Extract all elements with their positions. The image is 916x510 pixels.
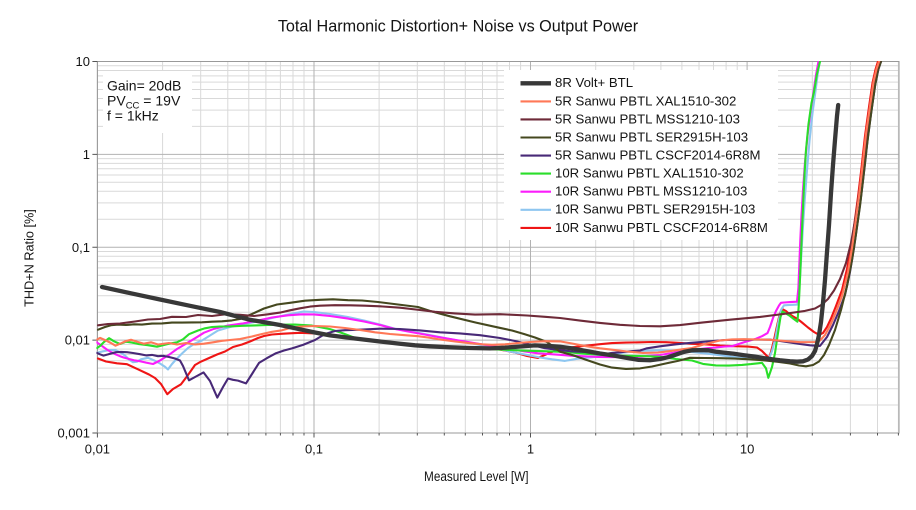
svg-text:8R Volt+ BTL: 8R Volt+ BTL bbox=[555, 75, 633, 90]
svg-text:THD+N Ratio [%]: THD+N Ratio [%] bbox=[23, 209, 37, 307]
svg-text:5R Sanwu PBTL SER2915H-103: 5R Sanwu PBTL SER2915H-103 bbox=[555, 129, 748, 144]
svg-text:Measured Level [W]: Measured Level [W] bbox=[424, 469, 529, 484]
svg-text:5R Sanwu PBTL MSS1210-103: 5R Sanwu PBTL MSS1210-103 bbox=[555, 111, 740, 126]
svg-text:0,01: 0,01 bbox=[65, 333, 90, 348]
svg-text:0,001: 0,001 bbox=[57, 426, 90, 441]
svg-text:Total Harmonic Distortion+ Noi: Total Harmonic Distortion+ Noise vs Outp… bbox=[278, 18, 639, 36]
svg-text:5R Sanwu PBTL XAL1510-302: 5R Sanwu PBTL XAL1510-302 bbox=[555, 93, 736, 108]
svg-text:10R Sanwu PBTL MSS1210-103: 10R Sanwu PBTL MSS1210-103 bbox=[555, 184, 747, 199]
svg-text:1: 1 bbox=[83, 147, 90, 162]
svg-text:PVCC = 19V: PVCC = 19V bbox=[107, 93, 181, 112]
svg-text:Gain= 20dB: Gain= 20dB bbox=[107, 78, 181, 94]
svg-text:0,1: 0,1 bbox=[305, 442, 323, 457]
svg-text:0,01: 0,01 bbox=[85, 442, 110, 457]
svg-text:10R Sanwu PBTL XAL1510-302: 10R Sanwu PBTL XAL1510-302 bbox=[555, 166, 744, 181]
svg-text:10: 10 bbox=[76, 54, 90, 69]
svg-text:10R Sanwu PBTL CSCF2014-6R8M: 10R Sanwu PBTL CSCF2014-6R8M bbox=[555, 220, 768, 235]
svg-text:5R Sanwu PBTL CSCF2014-6R8M: 5R Sanwu PBTL CSCF2014-6R8M bbox=[555, 148, 760, 163]
svg-text:1: 1 bbox=[527, 442, 534, 457]
svg-text:10: 10 bbox=[740, 442, 754, 457]
svg-text:f = 1kHz: f = 1kHz bbox=[107, 108, 159, 124]
svg-text:0,1: 0,1 bbox=[72, 240, 90, 255]
svg-text:10R Sanwu PBTL SER2915H-103: 10R Sanwu PBTL SER2915H-103 bbox=[555, 202, 755, 217]
